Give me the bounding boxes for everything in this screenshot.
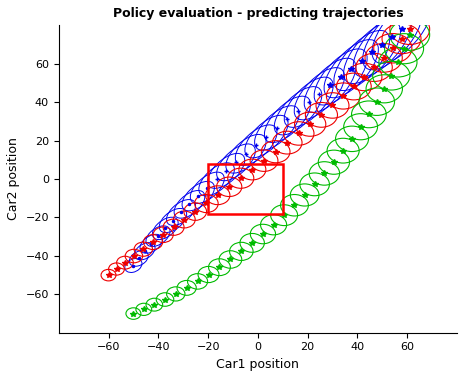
Bar xyxy=(207,164,282,214)
X-axis label: Car1 position: Car1 position xyxy=(216,358,299,371)
Title: Policy evaluation - predicting trajectories: Policy evaluation - predicting trajector… xyxy=(113,7,402,20)
Y-axis label: Car2 position: Car2 position xyxy=(7,138,20,220)
